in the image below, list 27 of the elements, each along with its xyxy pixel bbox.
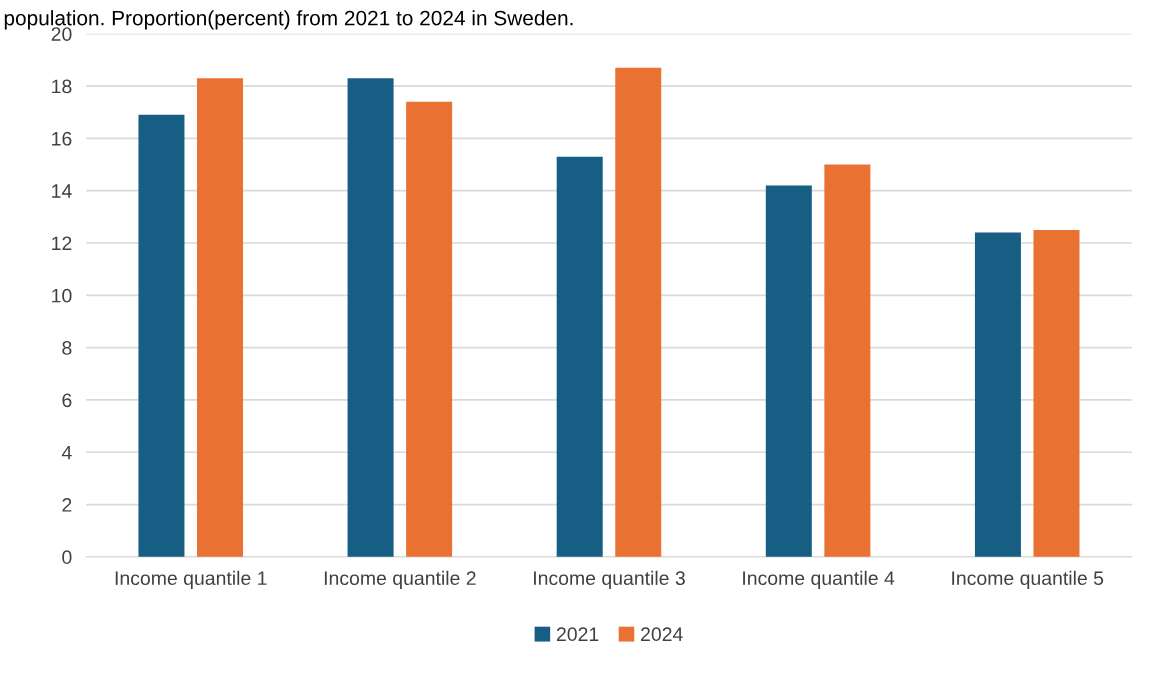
y-tick-label: 2	[62, 498, 72, 512]
bar	[1033, 229, 1080, 557]
bar	[556, 156, 603, 557]
y-tick-label: 12	[52, 236, 72, 251]
y-tick-label: 14	[52, 184, 72, 198]
bar	[824, 164, 871, 557]
bar	[347, 78, 394, 557]
y-tick-label: 18	[52, 79, 72, 94]
bar	[974, 232, 1021, 557]
y-tick-label: 16	[52, 131, 72, 146]
x-tick-label: Income quantile 5	[952, 570, 1104, 589]
bar	[615, 67, 662, 557]
bar	[197, 78, 244, 557]
y-tick-label: 10	[52, 288, 72, 303]
y-tick-label: 4	[61, 445, 72, 460]
x-tick-label: Income quantile 3	[534, 570, 685, 589]
y-tick-label: 8	[62, 341, 72, 355]
x-tick-label: Income quantile 1	[115, 570, 267, 589]
legend-label: 2021	[556, 627, 599, 642]
y-tick-label: 0	[62, 550, 72, 565]
bar	[765, 185, 812, 557]
bar	[138, 114, 185, 557]
x-tick-label: Income quantile 2	[324, 570, 476, 589]
legend-label: 2024	[641, 627, 683, 642]
y-tick-label: 6	[62, 393, 72, 408]
x-tick-label: Income quantile 4	[743, 570, 895, 589]
bar	[406, 101, 453, 557]
